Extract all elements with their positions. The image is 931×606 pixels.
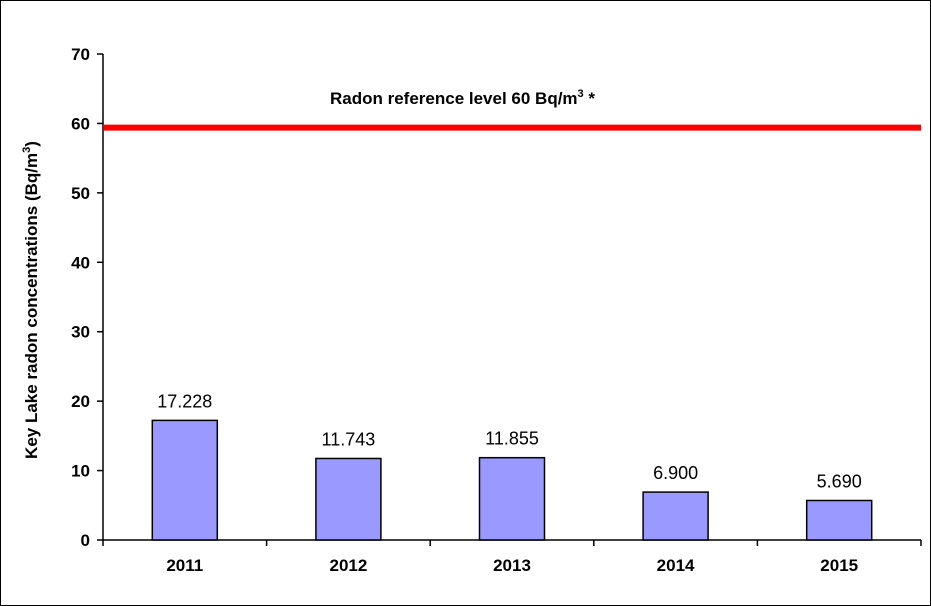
y-ticks: 0 10 20 30 40 50 60 70: [71, 45, 103, 550]
reference-label-main: Radon reference level 60 Bq/m: [330, 89, 578, 108]
x-tick-label: 2011: [166, 556, 203, 575]
y-tick-label: 60: [71, 114, 90, 133]
reference-label-sup: 3: [578, 88, 584, 100]
x-tick-labels: 2011 2012 2013 2014 2015: [102, 540, 922, 575]
x-tick-label: 2015: [820, 556, 858, 575]
bar: [642, 491, 709, 541]
data-label: 6.900: [653, 463, 698, 483]
data-label: 11.855: [485, 429, 539, 449]
x-tick-label: 2012: [329, 556, 367, 575]
y-tick-label: 0: [81, 531, 90, 550]
data-label: 11.743: [322, 429, 376, 449]
y-axis-label-text: Key Lake radon concentrations (Bq/m3): [21, 141, 41, 459]
y-tick-label: 30: [71, 323, 90, 342]
data-labels: 17.228 11.743 11.855 6.900 5.690: [157, 391, 861, 491]
bars: [151, 419, 873, 541]
bar: [151, 419, 219, 541]
y-axis-label: Key Lake radon concentrations (Bq/m3): [21, 141, 41, 459]
y-axis-label-main: Key Lake radon concentrations (Bq/m: [22, 153, 41, 459]
y-tick-label: 40: [71, 253, 90, 272]
data-label: 5.690: [817, 471, 862, 491]
y-tick-label: 50: [71, 184, 90, 203]
reference-label-tail: *: [584, 89, 596, 108]
reference-line-label: Radon reference level 60 Bq/m3 *: [330, 88, 595, 108]
y-tick-label: 10: [71, 462, 90, 481]
x-tick-label: 2014: [657, 556, 695, 575]
y-axis-label-sup: 3: [21, 147, 33, 153]
x-tick-label: 2013: [493, 556, 531, 575]
y-tick-label: 20: [71, 392, 90, 411]
data-label: 17.228: [157, 391, 212, 411]
bar: [315, 457, 382, 541]
bar: [805, 499, 873, 541]
bar: [478, 456, 546, 541]
reference-line-label-text: Radon reference level 60 Bq/m3 *: [330, 88, 595, 108]
y-axis-label-tail: ): [22, 141, 41, 147]
y-tick-label: 70: [71, 45, 90, 64]
